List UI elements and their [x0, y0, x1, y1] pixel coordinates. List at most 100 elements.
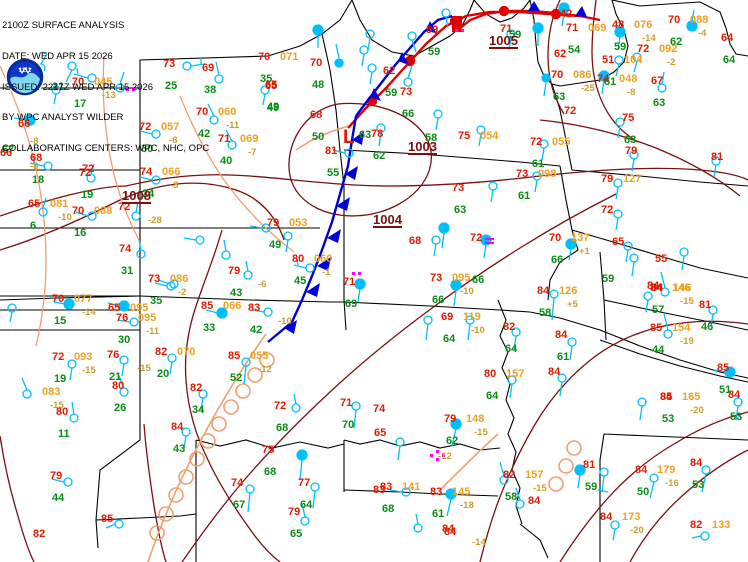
station-pressure: 145	[452, 486, 471, 498]
station-temperature: 84	[548, 366, 561, 378]
station-pressure: 081	[50, 198, 69, 210]
station-dewpoint: 16	[74, 227, 87, 239]
station-temperature: 65	[265, 80, 278, 92]
station-pressure-change: -8	[169, 135, 178, 146]
station-pressure-change: -12	[258, 364, 272, 375]
station-dewpoint: 61	[518, 190, 531, 202]
station-dewpoint: 49	[269, 239, 282, 251]
station-pressure: 060	[218, 106, 237, 118]
station-pressure: 086	[170, 273, 189, 285]
station-pressure: 054	[480, 130, 499, 142]
station-temperature: 77	[298, 477, 311, 489]
station-dewpoint: 70	[342, 419, 355, 431]
station-pressure: 146	[673, 282, 692, 294]
station-pressure-change: -8	[170, 180, 179, 191]
station-temperature: 84	[635, 464, 648, 476]
station-temperature: 75	[622, 112, 635, 124]
station-pressure-change: -2	[178, 287, 187, 298]
station-temperature: 72	[118, 201, 131, 213]
station-temperature: 84	[442, 523, 455, 535]
isobar-label: 1004	[373, 212, 402, 228]
station-temperature: 76	[116, 312, 129, 324]
station-dewpoint: 62	[670, 36, 683, 48]
station-dewpoint: 68	[276, 422, 289, 434]
station-temperature: 67	[651, 75, 664, 87]
station-temperature: 68	[30, 152, 43, 164]
station-pressure-change: -15	[533, 483, 547, 494]
station-dewpoint: 15	[54, 315, 67, 327]
station-temperature: 83	[373, 484, 386, 496]
station-temperature: 69	[202, 62, 215, 74]
station-temperature: 65	[265, 79, 278, 91]
station-temperature: 70	[668, 14, 681, 26]
station-pressure: 071	[280, 51, 299, 63]
station-pressure-change: -1	[322, 267, 331, 278]
station-dewpoint: 44	[52, 492, 65, 504]
station-dewpoint: 59	[614, 41, 627, 53]
station-dewpoint: 67	[233, 499, 246, 511]
station-temperature: 65	[108, 302, 121, 314]
station-dewpoint: 18	[32, 174, 45, 186]
station-dewpoint: 61	[532, 158, 545, 170]
station-temperature: 83	[430, 486, 443, 498]
station-temperature: 73	[163, 58, 176, 70]
station-temperature: 81	[583, 459, 596, 471]
station-pressure: 173	[622, 511, 641, 523]
station-pressure-change: -15	[680, 296, 694, 307]
station-dewpoint: 63	[624, 134, 637, 146]
station-temperature: 84	[600, 511, 613, 523]
station-dewpoint: 61	[432, 508, 445, 520]
station-dewpoint: 59	[585, 481, 598, 493]
station-pressure: 076	[634, 19, 653, 31]
station-temperature: 72	[564, 105, 577, 117]
station-dewpoint: 46	[701, 321, 714, 333]
station-dewpoint: 26	[114, 402, 127, 414]
station-temperature: 71	[340, 397, 353, 409]
station-pressure: 066	[162, 166, 181, 178]
station-pressure: 053	[289, 217, 308, 229]
station-temperature: 73	[430, 272, 443, 284]
station-dewpoint: 64	[443, 333, 456, 345]
station-dewpoint: 6	[30, 220, 37, 232]
station-temperature: 79	[288, 506, 301, 518]
station-temperature: 55	[655, 253, 668, 265]
station-dewpoint: 25	[165, 80, 178, 92]
station-temperature: 72	[139, 121, 152, 133]
station-temperature: 65	[374, 427, 387, 439]
station-dewpoint: 53	[662, 413, 675, 425]
station-pressure: 137	[571, 232, 590, 244]
station-dewpoint: 57	[652, 304, 665, 316]
station-pressure-change: -20	[690, 405, 704, 416]
station-dewpoint: 53	[692, 479, 705, 491]
station-pressure-change: -18	[460, 500, 474, 511]
station-temperature: 72	[470, 232, 483, 244]
station-pressure-change: -8	[30, 136, 39, 147]
station-temperature: 80	[292, 253, 305, 265]
station-pressure: 055	[250, 350, 269, 362]
station-temperature: 79	[601, 173, 614, 185]
station-temperature: 84	[528, 495, 541, 507]
station-temperature: 74	[373, 403, 386, 415]
station-dewpoint: 66	[551, 254, 564, 266]
station-pressure: 057	[161, 121, 180, 133]
station-pressure-change: -4	[698, 28, 707, 39]
station-temperature: 84	[537, 285, 550, 297]
station-dewpoint: 59	[602, 273, 615, 285]
station-temperature: 62	[554, 48, 567, 60]
station-temperature: 81	[325, 145, 338, 157]
station-dewpoint: 64	[505, 343, 518, 355]
station-pressure: 093	[74, 351, 93, 363]
station-temperature: 84	[690, 457, 703, 469]
station-pressure-change: -10	[58, 212, 72, 223]
station-pressure: 048	[619, 73, 638, 85]
station-pressure: 157	[525, 469, 544, 481]
station-dewpoint: 45	[294, 275, 307, 287]
wind-barbs	[7, 2, 743, 541]
station-dewpoint: 63	[653, 97, 666, 109]
station-temperature: 71	[343, 276, 356, 288]
station-dewpoint: 61	[557, 351, 570, 363]
